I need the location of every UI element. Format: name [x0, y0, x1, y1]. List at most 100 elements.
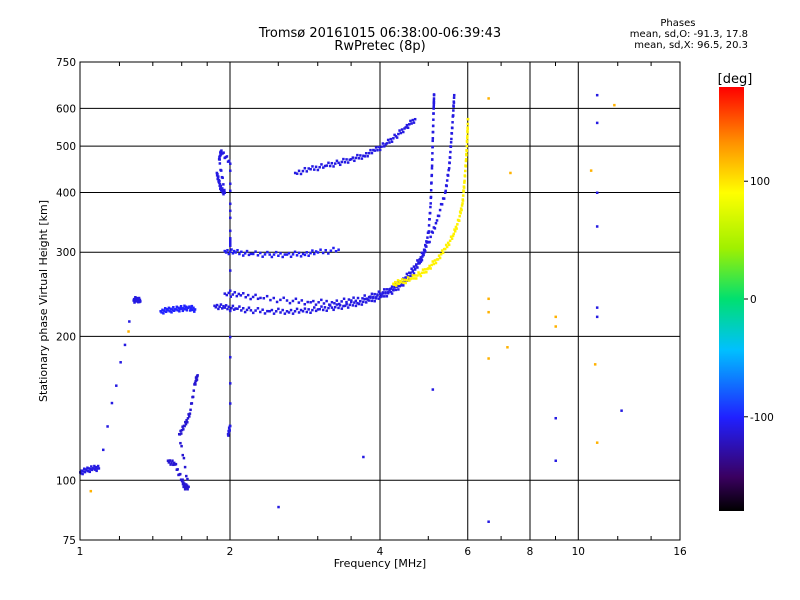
data-point — [318, 165, 321, 169]
data-point — [79, 472, 83, 475]
data-point — [364, 152, 368, 155]
data-point — [429, 195, 433, 199]
data-point — [408, 123, 411, 126]
data-point — [345, 158, 348, 161]
data-point — [447, 168, 450, 172]
data-point — [595, 315, 599, 319]
data-point — [329, 249, 333, 252]
data-point — [463, 179, 466, 183]
x-tick-label: 2 — [227, 546, 234, 558]
data-point — [325, 309, 328, 312]
data-point — [179, 304, 183, 308]
data-point — [247, 306, 251, 309]
data-point — [464, 169, 467, 173]
data-point — [277, 254, 280, 258]
data-point — [466, 127, 469, 131]
data-point — [299, 308, 303, 312]
data-point — [166, 459, 170, 462]
data-point — [139, 300, 142, 303]
data-point — [345, 303, 348, 306]
data-point — [314, 303, 318, 306]
data-point — [241, 254, 245, 257]
data-point — [451, 234, 455, 238]
data-point — [251, 295, 255, 299]
data-point — [595, 93, 599, 97]
data-point — [402, 284, 405, 287]
data-point — [465, 149, 468, 153]
data-point — [93, 464, 96, 468]
data-point — [466, 122, 470, 126]
data-point — [428, 211, 432, 215]
data-point — [413, 117, 417, 121]
data-point — [316, 251, 320, 254]
data-point — [188, 415, 191, 418]
data-point — [229, 238, 232, 242]
data-point — [365, 297, 369, 300]
data-point — [311, 165, 314, 168]
data-point — [439, 253, 443, 256]
data-point — [345, 300, 348, 304]
data-point — [219, 168, 222, 172]
data-point — [162, 312, 165, 315]
data-point — [334, 250, 338, 253]
data-point — [229, 295, 233, 298]
data-point — [295, 307, 299, 311]
data-point — [307, 308, 310, 311]
data-point — [220, 149, 223, 152]
data-point — [452, 93, 456, 97]
data-point — [366, 154, 369, 158]
data-point — [360, 157, 364, 160]
data-point — [422, 251, 426, 254]
data-point — [440, 249, 444, 252]
data-point — [431, 260, 435, 263]
data-point — [448, 156, 452, 159]
data-point — [223, 292, 227, 295]
data-point — [434, 261, 438, 265]
data-point — [404, 126, 407, 129]
colorbar — [719, 87, 744, 511]
data-point — [180, 428, 184, 432]
data-point — [285, 299, 289, 302]
data-point — [458, 210, 462, 213]
data-point — [369, 295, 372, 298]
data-point — [227, 305, 231, 309]
data-point — [420, 251, 424, 255]
data-point — [190, 402, 194, 405]
data-point — [226, 432, 230, 436]
data-point — [337, 302, 341, 306]
data-point — [394, 284, 398, 287]
data-point — [487, 97, 490, 100]
data-point — [412, 265, 416, 268]
data-point — [183, 488, 187, 491]
data-point — [420, 271, 424, 275]
data-point — [448, 161, 451, 165]
data-point — [311, 308, 314, 312]
data-point — [221, 191, 224, 194]
data-point — [270, 308, 274, 312]
data-point — [182, 484, 186, 487]
data-point — [465, 153, 468, 157]
data-point — [330, 306, 334, 309]
data-point — [178, 433, 182, 436]
data-point — [325, 299, 328, 303]
data-point — [221, 187, 224, 190]
data-point — [263, 253, 267, 256]
data-point — [359, 154, 362, 157]
data-point — [613, 103, 616, 107]
data-point — [85, 469, 88, 472]
data-point — [229, 189, 232, 193]
data-point — [452, 232, 456, 236]
data-point — [379, 292, 382, 295]
data-point — [279, 252, 282, 255]
data-point — [179, 429, 182, 433]
data-point — [294, 297, 298, 301]
colorbar-tick-label: -100 — [750, 412, 774, 424]
data-point — [405, 272, 409, 276]
data-point — [138, 298, 142, 302]
data-point — [356, 301, 359, 305]
data-point — [132, 299, 135, 302]
data-point — [247, 253, 251, 257]
data-point — [238, 252, 241, 256]
data-point — [431, 152, 434, 155]
data-point — [374, 296, 378, 299]
